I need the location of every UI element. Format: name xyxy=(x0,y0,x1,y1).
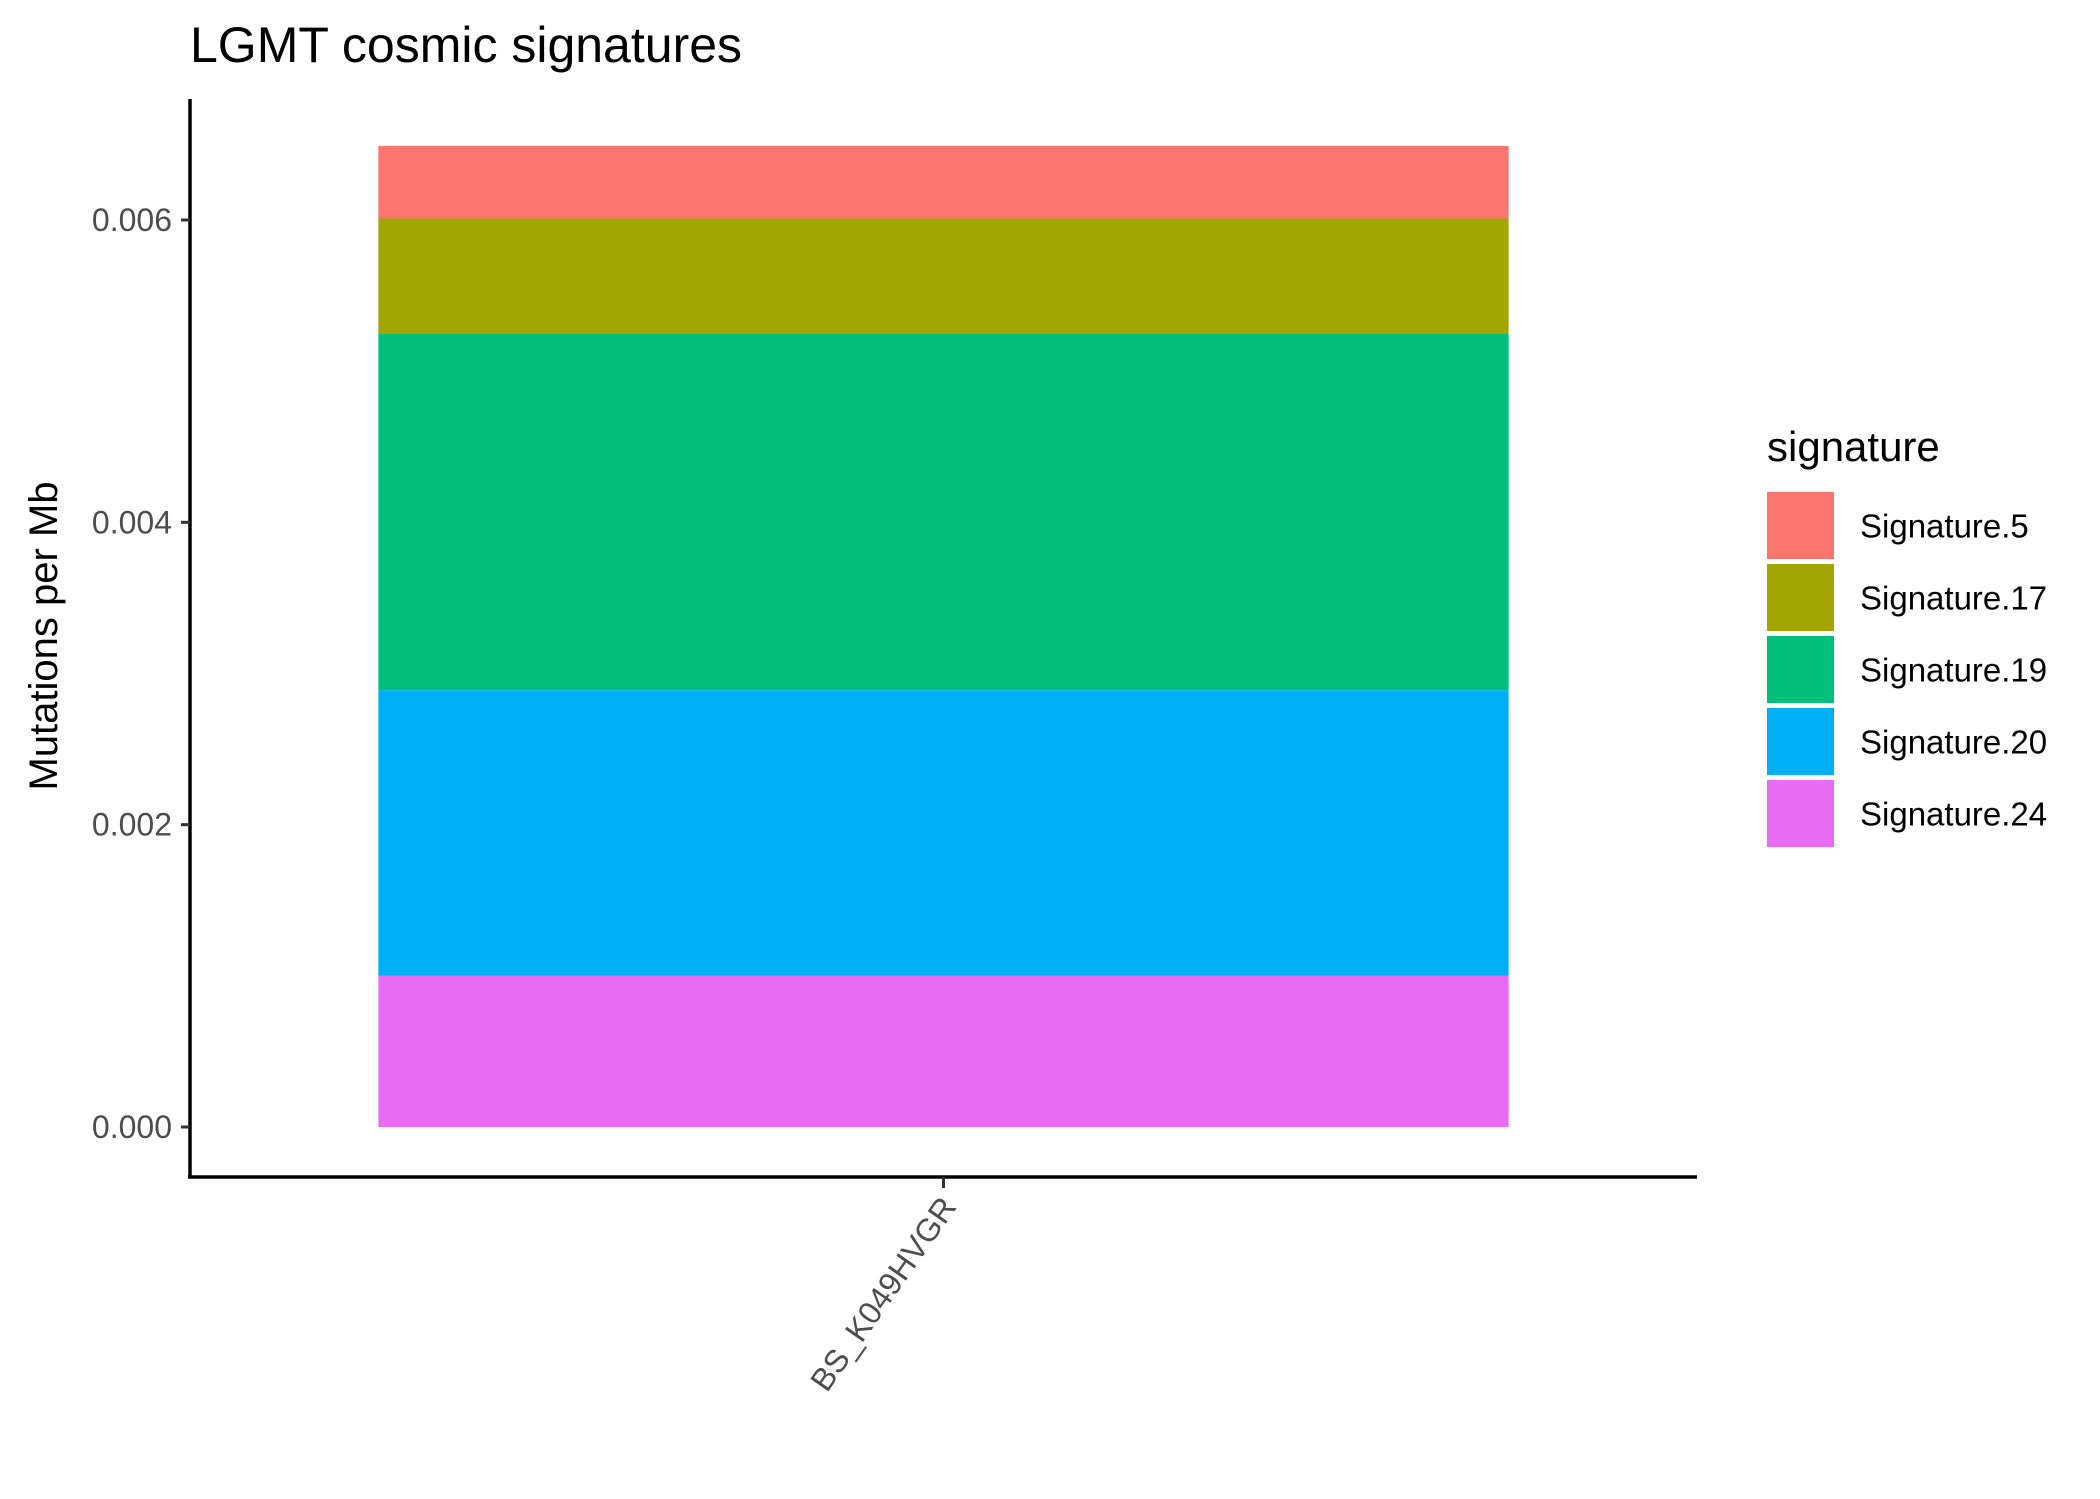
y-axis-title: Mutations per Mb xyxy=(22,481,66,790)
legend-key-signature-24 xyxy=(1767,780,1834,847)
y-ticks-group: 0.000 0.002 0.004 0.006 xyxy=(92,202,190,1145)
legend-key-signature-19 xyxy=(1767,636,1834,703)
legend-key-signature-5 xyxy=(1767,492,1834,559)
legend-label: Signature.24 xyxy=(1860,796,2047,833)
legend-items: Signature.5 Signature.17 Signature.19 Signa… xyxy=(1767,492,2047,847)
legend: signature Signature.5Signature.17Signatu… xyxy=(1767,423,2047,847)
y-tick-label: 0.004 xyxy=(92,504,172,540)
bar-segment-signature-20 xyxy=(378,690,1509,976)
legend-label: Signature.17 xyxy=(1860,580,2047,617)
legend-label: Signature.5 xyxy=(1860,508,2029,545)
legend-title: signature xyxy=(1767,423,1940,470)
y-tick-label: 0.006 xyxy=(92,202,172,238)
bars-group xyxy=(378,145,1509,1127)
y-tick-label: 0.000 xyxy=(92,1109,172,1145)
bar-segment-signature-19 xyxy=(378,333,1509,691)
bar-segment-signature-5 xyxy=(378,145,1509,219)
y-tick-label: 0.002 xyxy=(92,807,172,843)
legend-label: Signature.20 xyxy=(1860,724,2047,761)
x-ticks-group: BS_K049HVGR xyxy=(803,1177,963,1398)
legend-key-signature-17 xyxy=(1767,564,1834,631)
bar-segment-signature-24 xyxy=(378,975,1509,1127)
legend-key-signature-20 xyxy=(1767,708,1834,775)
legend-label: Signature.19 xyxy=(1860,652,2047,689)
x-tick-label: BS_K049HVGR xyxy=(803,1190,963,1397)
chart-title: LGMT cosmic signatures xyxy=(190,17,742,73)
bar-segment-signature-17 xyxy=(378,218,1509,334)
